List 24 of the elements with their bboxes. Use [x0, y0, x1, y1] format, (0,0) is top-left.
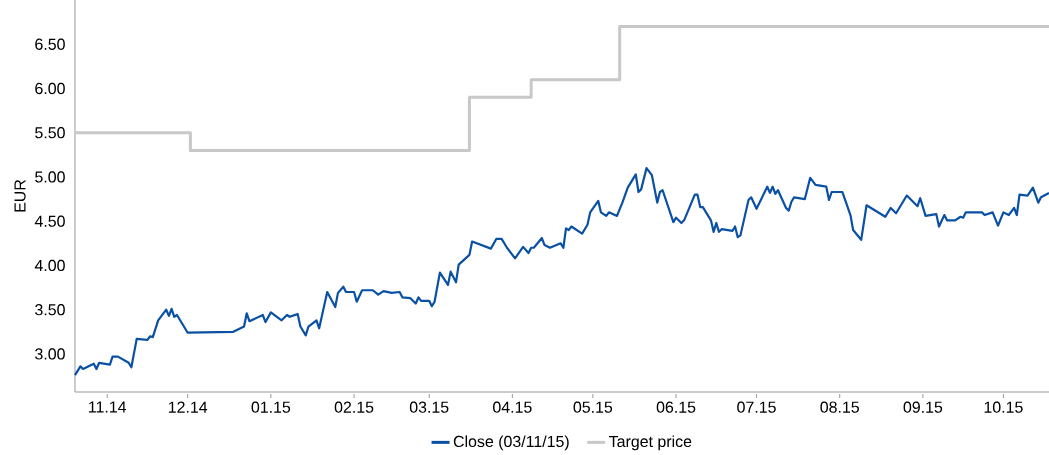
x-tick-label: 03.15: [409, 401, 449, 413]
x-tick-label: 06.15: [656, 401, 696, 413]
x-tick-label: 05.15: [573, 401, 613, 413]
x-tick-label: 04.15: [493, 401, 532, 413]
y-tick-label: 3.50: [35, 304, 65, 316]
y-tick-label: 4.50: [34, 215, 65, 227]
y-tick-label: 6.50: [35, 38, 65, 50]
x-tick-label: 08.15: [820, 401, 859, 413]
x-tick-label: 10.15: [984, 401, 1023, 413]
legend-label: Close (03/11/15): [453, 435, 569, 451]
legend-label: Target price: [609, 435, 692, 451]
line-series: [73, 167, 1049, 377]
y-tick-label: 5.50: [35, 127, 65, 139]
y-tick-label: 4.00: [34, 259, 65, 272]
x-tick-label: 12.14: [168, 401, 208, 413]
y-tick-label: 5.00: [35, 171, 65, 183]
y-tick-label: 3.00: [35, 348, 65, 360]
x-tick-label: 02.15: [334, 401, 374, 413]
x-tick-label: 01.15: [251, 401, 291, 413]
y-axis-title: EUR: [14, 179, 26, 212]
y-tick-label: 6.00: [35, 82, 65, 95]
x-tick-label: 09.15: [903, 401, 943, 413]
x-tick-label: 11.14: [89, 401, 127, 413]
x-tick-label: 07.15: [737, 401, 776, 413]
